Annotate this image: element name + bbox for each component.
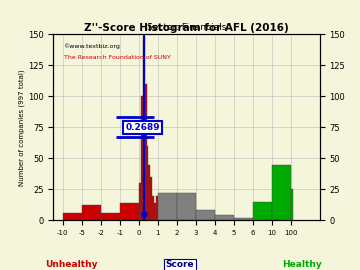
Text: Healthy: Healthy <box>282 260 321 269</box>
Bar <box>145 84 147 220</box>
Bar <box>82 205 101 220</box>
Bar <box>156 195 158 220</box>
Bar <box>234 218 253 220</box>
Bar <box>291 189 293 220</box>
Bar <box>154 203 156 220</box>
Bar <box>143 37 145 220</box>
Bar <box>148 164 150 220</box>
Bar <box>141 96 143 220</box>
Text: Score: Score <box>166 260 194 269</box>
Bar <box>139 183 141 220</box>
Bar <box>120 203 139 220</box>
Text: The Research Foundation of SUNY: The Research Foundation of SUNY <box>64 55 171 60</box>
Y-axis label: Number of companies (997 total): Number of companies (997 total) <box>19 69 25 185</box>
Text: ©www.textbiz.org: ©www.textbiz.org <box>64 43 121 49</box>
Text: 0.2689: 0.2689 <box>126 123 160 132</box>
Bar <box>177 193 196 220</box>
Bar <box>152 195 154 220</box>
Bar <box>196 210 215 220</box>
Text: Sector: Financials: Sector: Financials <box>147 23 226 32</box>
Bar <box>147 146 148 220</box>
Bar <box>272 164 291 220</box>
Bar <box>150 177 152 220</box>
Bar <box>63 213 82 220</box>
Bar <box>158 193 177 220</box>
Bar <box>253 202 272 220</box>
Bar <box>215 215 234 220</box>
Text: Unhealthy: Unhealthy <box>45 260 98 269</box>
Title: Z''-Score Histogram for AFL (2016): Z''-Score Histogram for AFL (2016) <box>84 23 289 33</box>
Bar <box>101 213 120 220</box>
